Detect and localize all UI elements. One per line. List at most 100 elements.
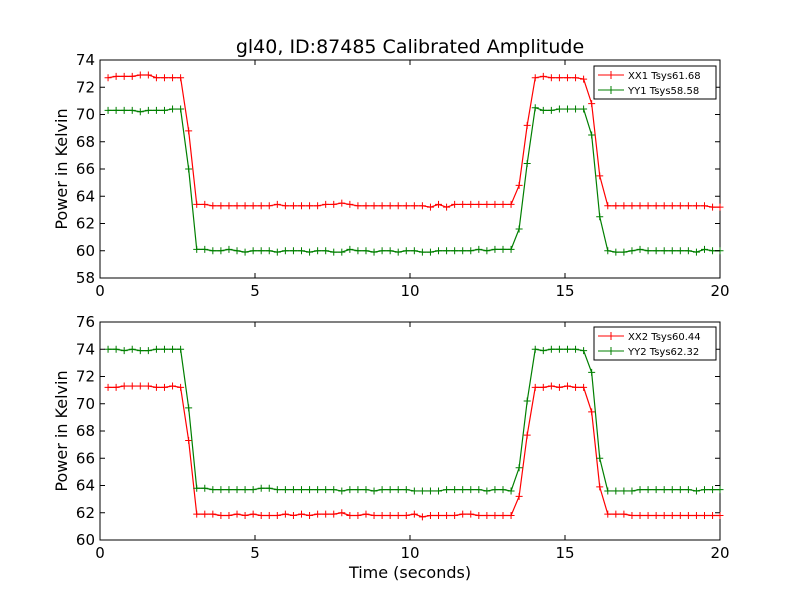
bottom-series-2-point: [298, 486, 305, 494]
top-series-1-point: [523, 121, 531, 129]
top-series-2-point: [620, 248, 628, 256]
top-series-2-point: [531, 104, 539, 112]
top-series-1-point: [152, 74, 160, 82]
top-series-2-point: [701, 245, 708, 253]
top-series-1-point: [354, 202, 362, 210]
bottom-series-2-point: [362, 486, 370, 494]
top-series-2-point: [249, 247, 257, 255]
top-series-1-point: [443, 203, 451, 211]
top-y-tick-label: 70: [76, 106, 95, 124]
bottom-series-1-point: [499, 511, 507, 519]
bottom-y-axis-label: Power in Kelvin: [52, 370, 71, 491]
bottom-series-1-point: [660, 511, 668, 519]
top-series-2-point: [491, 245, 499, 253]
top-series-2-point: [112, 106, 120, 114]
bottom-y-tick-label: 64: [76, 477, 95, 495]
bottom-series-2-point: [531, 345, 539, 353]
top-series-2-point: [104, 106, 112, 114]
bottom-series-1-point: [402, 511, 410, 519]
bottom-legend-box: [593, 326, 717, 361]
bottom-series-2-point: [386, 486, 394, 494]
top-series-2-point: [370, 248, 378, 256]
top-series-1-point: [346, 200, 354, 208]
top-series-2-point: [289, 247, 297, 255]
top-series-1-point: [499, 200, 507, 208]
top-legend-label-1: XX1 Tsys61.68: [628, 71, 701, 82]
bottom-series-2-point: [459, 486, 467, 494]
bottom-series-2-point: [539, 347, 547, 355]
bottom-series-1-point: [289, 511, 297, 519]
bottom-series-2-point: [588, 368, 596, 376]
top-series-1-point: [402, 202, 410, 210]
top-series-1-point: [596, 172, 604, 180]
bottom-series-1-point: [620, 510, 628, 518]
top-series-2-point: [362, 247, 370, 255]
top-series-1-point: [588, 100, 596, 108]
bottom-series-1-point: [418, 513, 426, 521]
top-series-2-point: [467, 247, 475, 255]
bottom-series-2-point: [128, 345, 136, 353]
bottom-series-1-point: [628, 511, 636, 519]
bottom-series-2-point: [596, 454, 604, 462]
bottom-series-2-point: [443, 486, 451, 494]
top-series-2-point: [298, 247, 305, 255]
top-series-1-point: [128, 72, 136, 80]
bottom-series-1-point: [451, 511, 459, 519]
bottom-series-2-point: [652, 486, 660, 494]
top-series-1-point: [716, 203, 724, 211]
bottom-series-1-point: [555, 383, 563, 391]
top-series-2-point: [120, 106, 128, 114]
bottom-series-1-point: [136, 382, 144, 390]
top-series-1-point: [378, 202, 386, 210]
top-x-tick-label: 0: [95, 282, 105, 300]
bottom-series-2-point: [644, 486, 652, 494]
top-series-1-point: [249, 202, 257, 210]
top-series-1-point: [692, 202, 700, 210]
top-series-2-point: [692, 248, 700, 256]
top-series-1-point: [281, 202, 289, 210]
top-series-2-point: [306, 248, 314, 256]
top-series-1-point: [370, 202, 378, 210]
bottom-series-1-point: [370, 511, 378, 519]
top-series-2-point: [660, 247, 668, 255]
top-series-1-point: [709, 203, 717, 211]
bottom-series-2-point: [580, 347, 588, 355]
top-series-1-point: [563, 74, 571, 82]
top-series-2-point: [354, 247, 362, 255]
bottom-series-1-point: [273, 511, 281, 519]
top-series-1-point: [620, 202, 628, 210]
top-series-2-point: [507, 245, 515, 253]
top-series-1-point: [386, 202, 394, 210]
top-series-1-point: [338, 199, 346, 207]
top-series-1-point: [539, 72, 547, 80]
bottom-series-2-point: [716, 486, 724, 494]
bottom-series-line-2: [108, 348, 720, 492]
bottom-series-2-point: [112, 345, 120, 353]
top-series-2-point: [539, 106, 547, 114]
bottom-series-1-point: [539, 383, 547, 391]
top-series-1-point: [636, 202, 644, 210]
top-x-axis: 0 5 10 15 20: [95, 60, 730, 300]
bottom-y-axis: 60 62 64 66 68 70 72 74 76: [76, 313, 720, 549]
top-plot-marks: [104, 71, 724, 256]
top-series-1-point: [362, 202, 370, 210]
top-series-1-point: [418, 202, 426, 210]
top-series-2-point: [515, 225, 523, 233]
top-panel: 0 5 10 15 20 58 60 62 64 66 68 70 72 74 Power in Kel…: [52, 51, 730, 300]
bottom-series-1-point: [572, 383, 580, 391]
top-series-2-point: [483, 247, 491, 255]
top-series-1-point: [185, 127, 193, 135]
bottom-series-1-point: [177, 383, 185, 391]
top-legend: XX1 Tsys61.68 YY1 Tsys58.58: [593, 65, 717, 100]
bottom-series-2-point: [547, 345, 555, 353]
top-series-2-point: [580, 105, 588, 113]
bottom-series-2-point: [418, 487, 426, 495]
top-series-1-point: [555, 74, 563, 82]
top-x-tick-label: 10: [400, 282, 419, 300]
top-series-1-point: [289, 202, 297, 210]
top-series-1-point: [701, 202, 708, 210]
top-series-2-point: [338, 248, 346, 256]
bottom-x-axis: 0 5 10 15 20: [95, 322, 730, 562]
top-series-1-point: [604, 202, 612, 210]
top-series-2-point: [612, 248, 620, 256]
